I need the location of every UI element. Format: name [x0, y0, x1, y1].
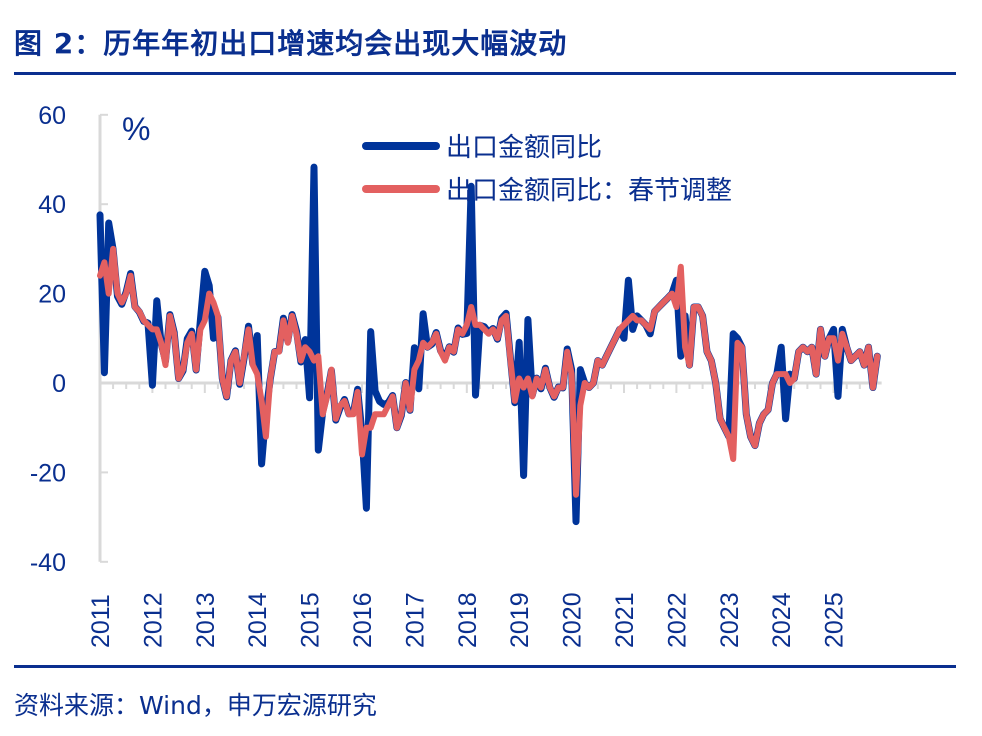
x-tick-label: 2021	[611, 592, 639, 648]
y-tick-label: 20	[38, 281, 66, 309]
x-tick-label: 2018	[454, 592, 482, 648]
y-tick-label: -40	[30, 549, 66, 577]
x-tick-label: 2022	[663, 592, 691, 648]
x-tick-label: 2019	[506, 592, 534, 648]
x-tick-label: 2025	[821, 592, 849, 648]
series-line-actual	[96, 163, 881, 526]
legend-label-actual: 出口金额同比	[446, 132, 602, 162]
x-tick-label: 2013	[192, 592, 220, 648]
source-note: 资料来源：Wind，申万宏源研究	[14, 691, 377, 720]
unit-label: %	[122, 111, 150, 147]
x-tick-label: 2016	[349, 592, 377, 648]
series-line-adjusted	[97, 245, 881, 498]
x-tick-label: 2014	[244, 592, 272, 648]
x-tick-label: 2023	[716, 592, 744, 648]
legend: 出口金额同比 出口金额同比：春节调整	[362, 132, 732, 205]
x-tick-label: 2024	[768, 592, 796, 648]
figure-title: 图 2：历年年初出口增速均会出现大幅波动	[14, 27, 568, 60]
source-rule	[14, 665, 956, 668]
y-tick-label: 0	[52, 370, 66, 398]
x-tick-label: 2012	[139, 592, 167, 648]
legend-label-adjusted: 出口金额同比：春节调整	[446, 175, 732, 205]
title-rule	[14, 72, 956, 75]
y-tick-label: -20	[30, 459, 66, 487]
x-tick-label: 2020	[559, 592, 587, 648]
x-tick-label: 2011	[87, 594, 115, 648]
y-tick-label: 60	[38, 102, 66, 130]
y-tick-label: 40	[38, 191, 66, 219]
x-tick-label: 2017	[401, 592, 429, 648]
x-tick-label: 2015	[297, 592, 325, 648]
